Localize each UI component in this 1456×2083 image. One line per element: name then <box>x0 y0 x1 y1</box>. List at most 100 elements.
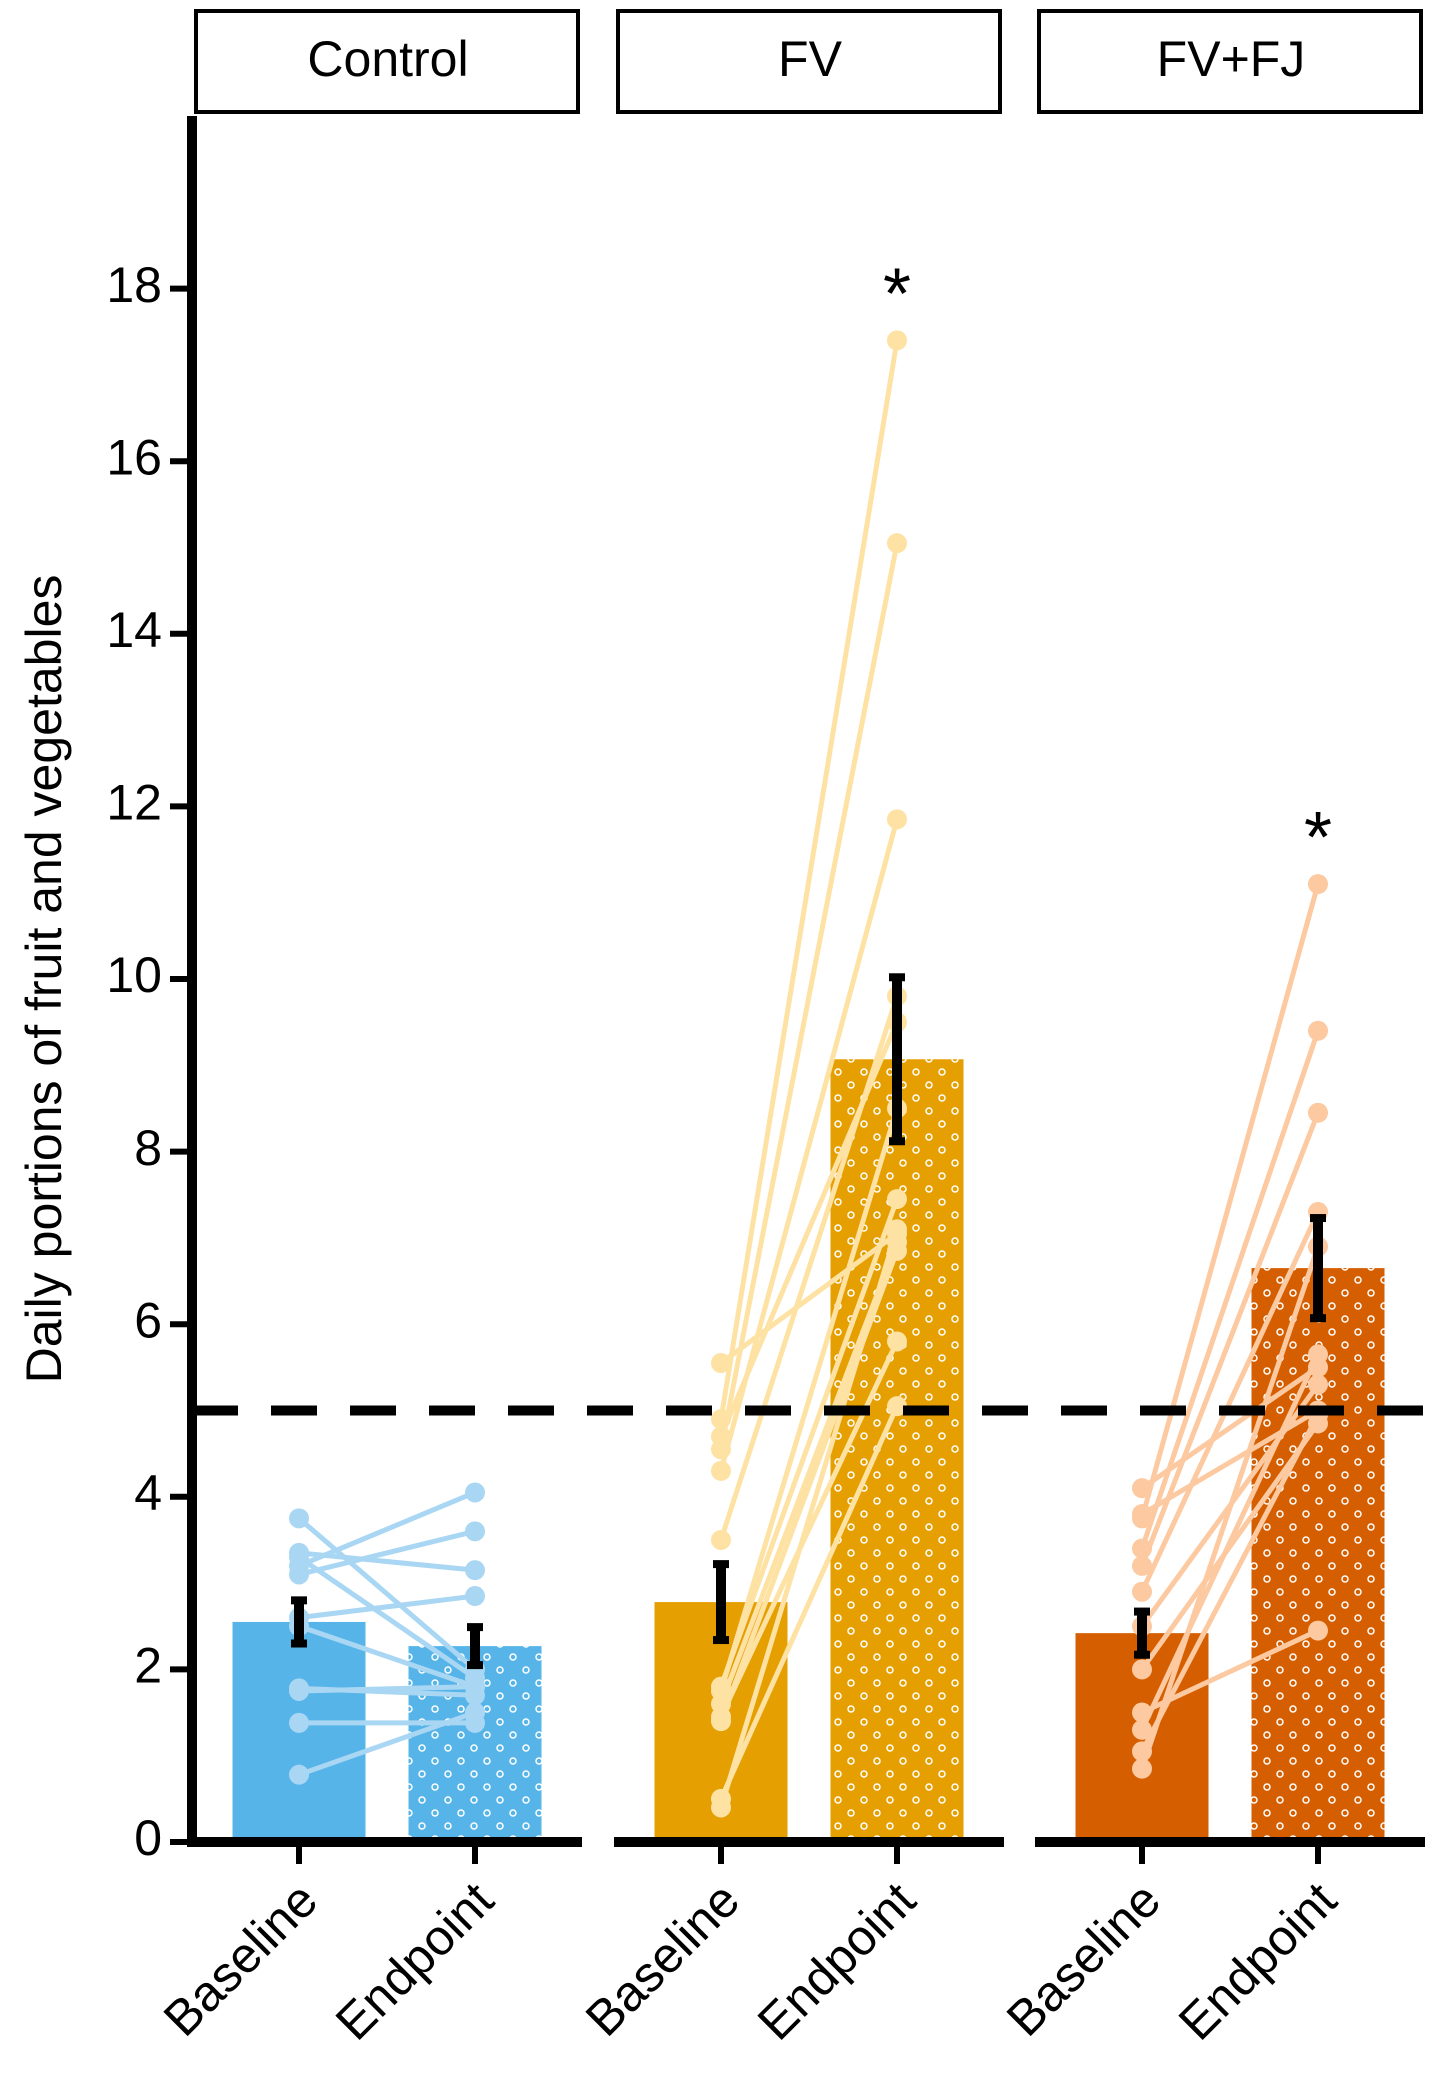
y-tick-label: 18 <box>106 257 162 313</box>
paired-line <box>718 1198 900 1688</box>
endpoint-point <box>465 1560 485 1581</box>
endpoint-point <box>887 1240 907 1261</box>
paired-line <box>297 1516 477 1672</box>
endpoint-point <box>465 1482 485 1503</box>
error-bar <box>1134 1607 1150 1659</box>
baseline-point <box>289 1508 309 1529</box>
endpoint-point <box>465 1521 485 1542</box>
endpoint-point <box>1308 1344 1328 1365</box>
y-tick-label: 14 <box>106 602 162 658</box>
paired-line <box>718 542 900 1450</box>
baseline-point <box>1132 1741 1152 1762</box>
endpoint-point <box>887 533 907 554</box>
paired-line <box>298 1593 476 1621</box>
paired-line <box>718 1021 900 1438</box>
paired-line <box>1139 1383 1321 1628</box>
bar <box>830 1059 964 1842</box>
paired-line <box>298 1710 476 1778</box>
baseline-point <box>711 1409 731 1430</box>
endpoint-point <box>887 1219 907 1240</box>
paired-line <box>1139 1111 1321 1567</box>
baseline-point <box>711 1797 731 1818</box>
x-tick-label: Baseline <box>153 1872 328 2047</box>
paired-line <box>298 1623 476 1690</box>
error-bar <box>1310 1214 1326 1323</box>
endpoint-point <box>1308 1020 1328 1041</box>
paired-line <box>718 1340 900 1718</box>
paired-line <box>1139 1353 1321 1731</box>
panel-strip <box>194 9 580 114</box>
y-axis-label: Daily portions of fruit and vegetables <box>16 575 72 1384</box>
endpoint-point <box>465 1685 485 1706</box>
panel-strip <box>1037 9 1423 114</box>
paired-line <box>718 1405 900 1800</box>
x-tick-label: Endpoint <box>325 1871 504 2050</box>
endpoint-point <box>1308 1374 1328 1395</box>
baseline-point <box>1132 1758 1152 1779</box>
paired-line <box>718 1107 900 1692</box>
baseline-point <box>1132 1504 1152 1525</box>
panel-title: Control <box>307 31 468 87</box>
baseline-point <box>711 1529 731 1550</box>
error-bar <box>291 1596 307 1648</box>
error-bar <box>467 1623 483 1670</box>
baseline-point <box>711 1426 731 1447</box>
baseline-point <box>1132 1555 1152 1576</box>
panel-title: FV+FJ <box>1157 31 1306 87</box>
baseline-point <box>711 1680 731 1701</box>
x-tick-label: Endpoint <box>747 1871 926 2050</box>
error-bar <box>889 973 905 1146</box>
baseline-point <box>711 1460 731 1481</box>
paired-line <box>298 1685 476 1698</box>
baseline-point <box>1132 1538 1152 1559</box>
panel-title: FV <box>778 31 843 87</box>
baseline-point <box>289 1764 309 1785</box>
paired-line <box>298 1490 476 1569</box>
endpoint-point <box>887 1189 907 1210</box>
endpoint-point <box>887 809 907 830</box>
x-tick-label: Baseline <box>575 1872 750 2047</box>
y-tick-label: 0 <box>134 1810 162 1866</box>
y-tick-label: 12 <box>106 775 162 831</box>
y-tick-label: 4 <box>134 1465 162 1521</box>
paired-line <box>718 1228 900 1809</box>
endpoint-point <box>465 1586 485 1607</box>
baseline-point <box>289 1564 309 1585</box>
x-tick-label: Baseline <box>996 1872 1171 2047</box>
y-tick-label: 2 <box>134 1638 162 1694</box>
significance-marker: * <box>883 254 911 334</box>
endpoint-point <box>1308 1102 1328 1123</box>
endpoint-point <box>465 1702 485 1723</box>
x-tick-label: Endpoint <box>1168 1871 1347 2050</box>
paired-line <box>297 1555 477 1681</box>
y-tick-label: 10 <box>106 947 162 1003</box>
paired-line <box>718 339 900 1420</box>
y-tick-label: 6 <box>134 1292 162 1348</box>
paired-line <box>298 1528 476 1577</box>
baseline-point <box>1132 1719 1152 1740</box>
significance-marker: * <box>1304 798 1332 878</box>
y-tick-label: 16 <box>106 429 162 485</box>
baseline-point <box>1132 1581 1152 1602</box>
baseline-point <box>1132 1659 1152 1680</box>
baseline-point <box>289 1678 309 1699</box>
endpoint-point <box>1308 874 1328 895</box>
paired-line <box>719 1231 899 1366</box>
baseline-point <box>1132 1478 1152 1499</box>
baseline-point <box>289 1712 309 1733</box>
paired-line <box>1139 1413 1321 1753</box>
endpoint-point <box>887 1331 907 1352</box>
endpoint-point <box>887 330 907 351</box>
endpoint-point <box>887 1396 907 1417</box>
baseline-point <box>711 1353 731 1374</box>
baseline-point <box>711 1706 731 1727</box>
y-tick-label: 8 <box>134 1120 162 1176</box>
error-bar <box>713 1560 729 1645</box>
endpoint-point <box>1308 1620 1328 1641</box>
paired-line <box>1139 1029 1321 1550</box>
baseline-point <box>289 1547 309 1568</box>
panel-strip <box>616 9 1002 114</box>
baseline-point <box>1132 1702 1152 1723</box>
paired-line <box>1139 1210 1321 1593</box>
